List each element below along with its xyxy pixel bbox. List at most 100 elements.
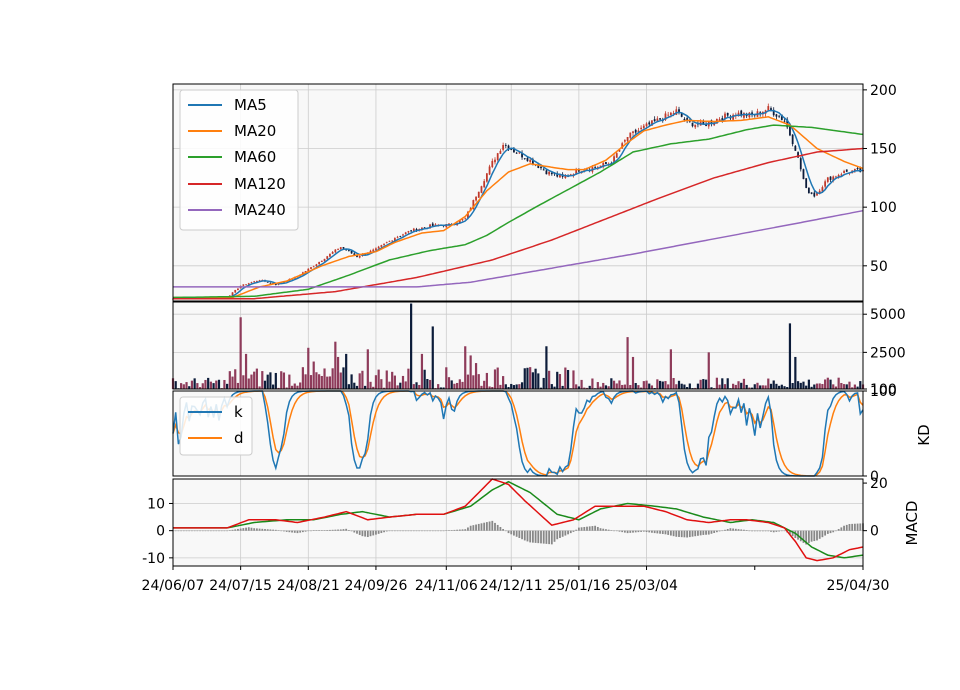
osc-bar [605, 529, 607, 531]
candle-body [485, 173, 488, 182]
candle-body [242, 284, 245, 286]
volume-bar [664, 381, 667, 389]
osc-bar [607, 529, 610, 531]
volume-bar [234, 369, 237, 389]
osc-bar [342, 529, 345, 531]
volume-bar [832, 384, 835, 389]
candle-body [651, 120, 653, 126]
volume-bar [201, 383, 204, 389]
candle-body [837, 175, 840, 178]
osc-bar [626, 530, 629, 534]
osc-bar [691, 530, 694, 537]
volume-bar [807, 379, 810, 389]
osc-bar [618, 530, 621, 532]
candle-body [245, 284, 247, 286]
volume-bar [599, 386, 602, 389]
osc-bar [591, 526, 594, 531]
volume-bar [391, 371, 394, 389]
candle-body [431, 223, 434, 226]
candle-body [318, 261, 321, 265]
volume-bar [445, 367, 448, 389]
candle-body [526, 157, 529, 162]
volume-bar [810, 386, 813, 389]
candle-body [258, 280, 261, 282]
osc-bar [266, 529, 269, 531]
k-line [172, 390, 864, 477]
candle-body [748, 112, 751, 118]
osc-bar [648, 530, 651, 533]
volume-bar [315, 372, 318, 389]
osc-bar [288, 530, 291, 533]
x-tick-label: 24/07/15 [209, 578, 272, 594]
volume-bar [369, 381, 372, 389]
candle-body [383, 243, 385, 245]
osc-bar [761, 530, 764, 532]
candle-body [645, 123, 648, 127]
kd-ytick-label: 0 [870, 469, 879, 485]
candle-body [364, 253, 367, 255]
volume-bar [545, 346, 548, 389]
candle-body [653, 119, 656, 122]
osc-bar [824, 530, 827, 536]
volume-bar [640, 387, 643, 389]
candle-body [369, 250, 372, 253]
volume-bar [502, 376, 505, 389]
osc-bar [337, 529, 339, 531]
volume-bar [312, 361, 315, 389]
candle-body [775, 114, 778, 117]
volume-bar [198, 387, 202, 389]
candle-body [521, 152, 523, 158]
volume-bar [526, 367, 529, 389]
osc-bar [751, 530, 753, 532]
candle-body [461, 219, 464, 221]
osc-bar [702, 530, 705, 535]
osc-bar [391, 530, 394, 532]
volume-bar [320, 376, 323, 389]
osc-bar [421, 530, 423, 532]
price-ytick-label: 200 [870, 83, 897, 99]
candle-body [545, 170, 548, 175]
candle-body [637, 130, 640, 132]
volume-bar [769, 383, 773, 389]
osc-bar [456, 529, 459, 531]
x-tick-label: 25/01/16 [547, 578, 610, 594]
osc-bar [770, 530, 772, 532]
candle-body [826, 177, 829, 182]
candle-body [404, 232, 407, 234]
osc-bar [845, 524, 848, 531]
volume-bar [228, 371, 231, 389]
volume-bar [607, 386, 610, 389]
volume-bar [334, 341, 337, 389]
osc-bar [504, 530, 507, 532]
candle-body [320, 260, 323, 262]
volume-bar [190, 380, 194, 389]
osc-bar [191, 530, 193, 532]
osc-bar [499, 526, 502, 531]
osc-bar [843, 525, 845, 531]
volume-bar [282, 372, 286, 389]
osc-bar [410, 530, 413, 532]
osc-bar [529, 530, 532, 543]
osc-bar [201, 530, 204, 532]
volume-bar [404, 381, 407, 389]
volume-bar [558, 374, 562, 389]
candle-body [266, 281, 269, 283]
osc-bar [778, 530, 781, 532]
candle-body [366, 252, 369, 255]
osc-bar [223, 530, 226, 532]
osc-bar [402, 530, 404, 532]
volume-bar [336, 356, 340, 389]
osc-bar [740, 529, 743, 531]
candle-body [304, 270, 307, 273]
candle-body [385, 242, 388, 244]
volume-bar [420, 353, 424, 389]
osc-bar [480, 523, 483, 531]
volume-bar [531, 372, 534, 389]
osc-bar [829, 530, 832, 534]
volume-bar [672, 378, 675, 389]
osc-bar [304, 530, 307, 532]
osc-bar [377, 530, 380, 534]
volume-bar [723, 384, 727, 389]
osc-bar [848, 524, 851, 531]
volume-bar [561, 385, 564, 389]
